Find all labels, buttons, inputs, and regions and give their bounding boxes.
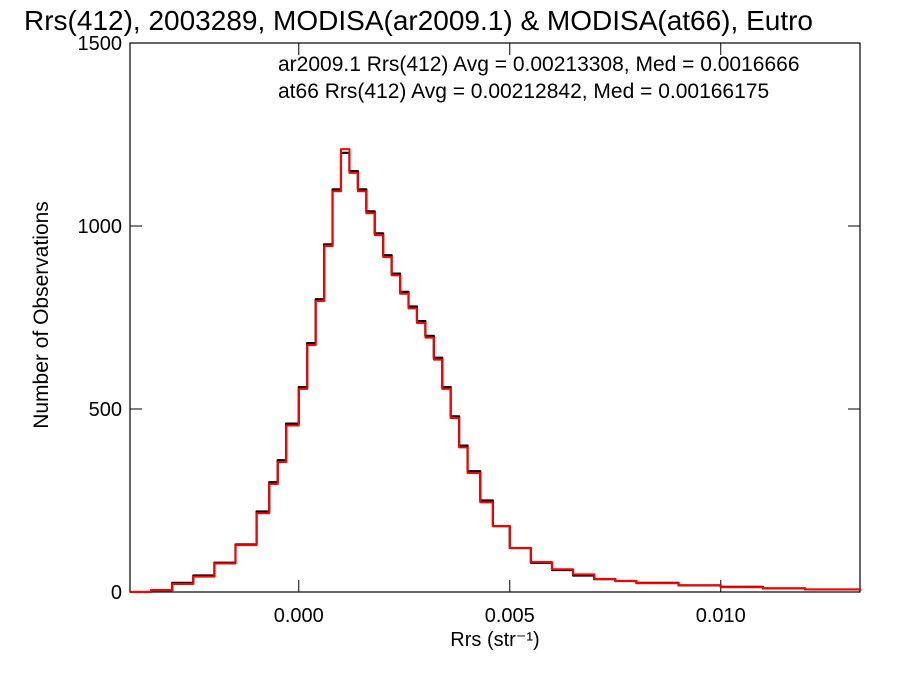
x-tick-label-2: 0.010 <box>696 605 746 627</box>
chart-title: Rrs(412), 2003289, MODISA(ar2009.1) & MO… <box>24 5 813 36</box>
series-line-at66 <box>130 148 861 593</box>
x-axis-label: Rrs (str⁻¹) <box>450 629 539 651</box>
y-tick-label-1: 500 <box>89 399 122 421</box>
x-tick-label-1: 0.005 <box>485 605 535 627</box>
y-tick-label-3: 1500 <box>78 33 123 55</box>
y-tick-label-0: 0 <box>111 582 122 604</box>
series-layer <box>130 148 862 594</box>
y-axis: 0 500 1000 1500 <box>78 33 860 604</box>
x-tick-label-0: 0.000 <box>274 605 324 627</box>
plot-area <box>129 42 861 593</box>
y-tick-label-2: 1000 <box>78 216 123 238</box>
plot-frame <box>129 42 861 593</box>
annotation-at66: at66 Rrs(412) Avg = 0.00212842, Med = 0.… <box>278 80 769 103</box>
y-axis-label: Number of Observations <box>30 201 53 429</box>
annotation-ar2009: ar2009.1 Rrs(412) Avg = 0.00213308, Med … <box>278 53 800 76</box>
x-axis: 0.000 0.005 0.010 <box>274 43 746 627</box>
